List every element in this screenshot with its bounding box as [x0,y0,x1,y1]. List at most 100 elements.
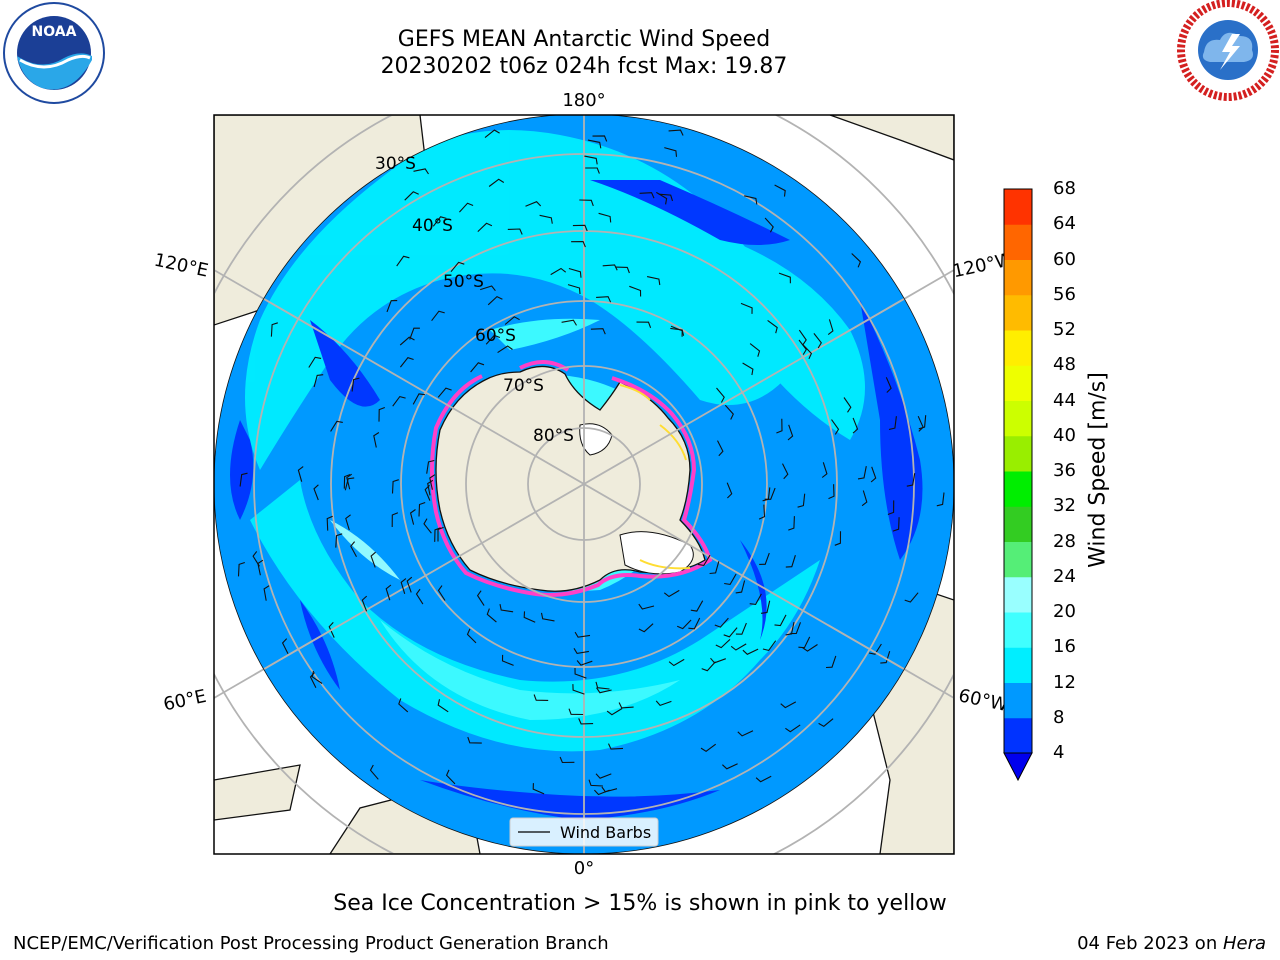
noaa-logo: NOAA [3,2,105,104]
colorbar-tick: 60 [1053,248,1076,270]
colorbar-cell [1004,294,1032,331]
colorbar-tick: 48 [1053,354,1076,376]
colorbar-tick: 24 [1053,565,1076,587]
wind-barb [504,316,520,325]
wind-barb [539,214,553,224]
wind-barb [843,397,852,413]
sea-ice-note: Sea Ice Concentration > 15% is shown in … [333,891,947,916]
wind-barb [655,700,672,707]
wind-barb [313,374,324,388]
wind-barb [917,415,924,432]
wind-barb [785,724,801,733]
wind-barb [724,573,737,586]
wind-barb [343,473,351,489]
wind-barb [598,212,612,223]
parallel-label: 80°S [533,426,574,446]
wind-barb [467,736,482,744]
wind-barb [525,201,542,207]
wind-barb [409,509,416,525]
wind-barb [778,272,791,284]
colorbar-tick: 28 [1053,530,1076,552]
colorbar-tick: 36 [1053,460,1076,481]
wind-barb [764,217,774,233]
meridian-label-120e: 120°E [152,250,210,282]
wind-barb [330,420,343,432]
wind-barb [429,474,436,490]
wind-barb [361,595,368,612]
wind-barb [252,551,260,567]
wind-barb [281,638,289,654]
wind-barb [638,623,654,633]
wind-barb [344,477,355,491]
colorbar-cell [1004,506,1032,542]
wind-barb [744,195,758,205]
wind-barb [386,300,398,313]
map-legend: Wind Barbs [509,817,659,847]
colorbar-cell [1004,435,1032,472]
colorbar-tick: 52 [1053,319,1076,340]
wind-barb [466,628,477,644]
wind-barb [576,660,593,666]
wind-barbs [237,129,945,796]
wind-barb [813,333,822,349]
wind-barb [638,603,655,610]
wind-barb [392,395,406,407]
wind-barb [722,763,738,770]
wind-barb [559,756,575,764]
footer-credit: NCEP/EMC/Verification Post Processing Pr… [13,933,609,954]
wind-barb [663,589,680,598]
wind-barb [477,222,493,232]
wind-barb [587,139,602,149]
wind-barb [572,224,588,232]
wind-barb [737,730,754,737]
colorbar-cell [1004,259,1032,296]
wind-barb [827,319,834,336]
wind-barb [742,362,754,376]
wind-barb [755,775,772,783]
wind-barb [297,466,304,482]
wind-barb [458,202,474,213]
wind-barb [749,593,762,605]
wind-barb [311,670,323,684]
nws-logo [1177,0,1279,101]
wind-barb [797,493,806,508]
map-subtitle: 20230202 t06z 024h fcst Max: 19.87 [380,54,788,79]
wind-barb [573,648,589,655]
wind-barb [670,325,683,337]
wind-barb [767,319,778,334]
wind-barb [798,329,807,346]
wind-barb [639,192,655,199]
colorbar-tick: 64 [1053,213,1076,235]
colorbar-cell [1004,612,1032,648]
wind-barb [601,786,618,793]
wind-barb [574,631,591,638]
wind-barb [396,255,410,267]
wind-barb [762,640,777,652]
wind-barb [369,764,379,780]
wind-barb [742,648,759,655]
wind-barb [270,322,278,337]
wind-barb [409,327,420,340]
wind-barb [501,654,514,666]
wind-barb [716,387,725,403]
wind-barb [398,698,409,713]
colorbar-tick: 16 [1053,636,1076,658]
wind-barb [828,484,835,500]
wind-barb [239,472,248,487]
wind-barb [497,345,513,354]
colorbar-tick: 32 [1053,495,1076,517]
wind-barb [607,743,624,750]
wind-barb [782,463,789,480]
wind-barb [404,191,419,201]
wind-barb [776,418,783,434]
wind-barb [533,694,549,701]
wind-barb [532,783,545,795]
wind-barb [802,344,813,360]
wind-barb [326,515,333,531]
wind-barb [399,336,415,346]
colorbar-cell [1004,717,1032,754]
wind-barb [523,611,536,623]
footer-date: 04 Feb 2023 on Hera [1077,933,1266,954]
parallel-label: 40°S [412,216,453,236]
wind-barb [437,387,452,398]
